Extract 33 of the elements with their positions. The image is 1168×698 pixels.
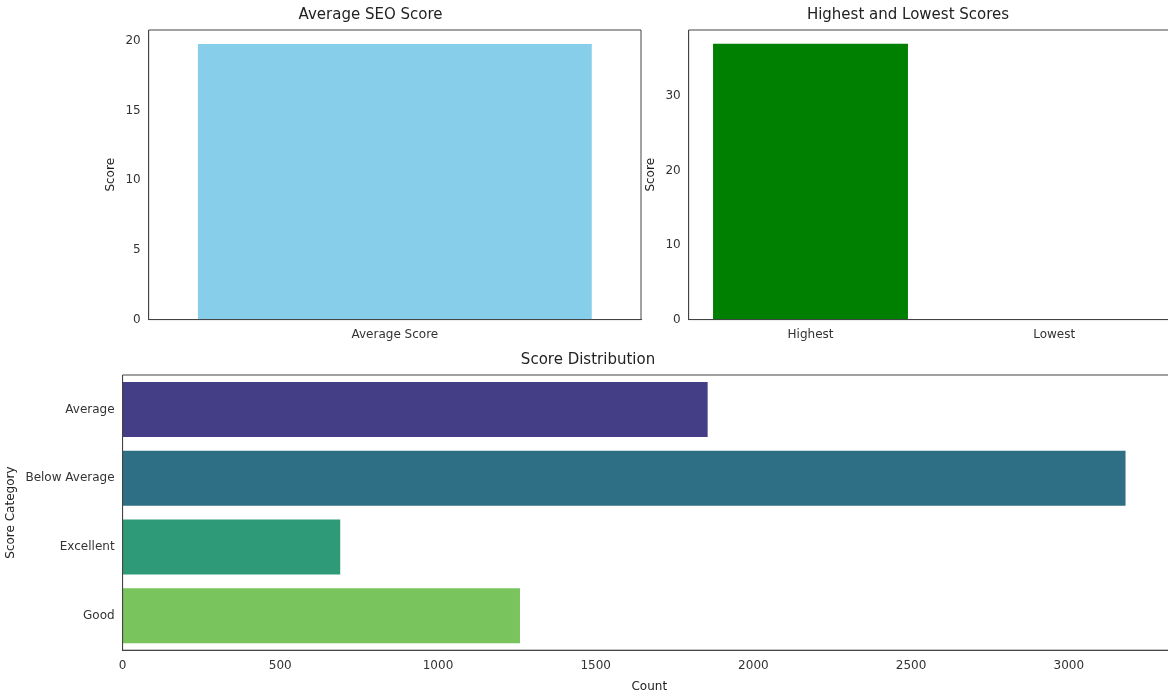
x-axis-title: Count [631, 678, 668, 693]
y-tick-label: Average [65, 401, 115, 416]
x-tick-label: 1500 [580, 657, 611, 672]
y-tick-label: 20 [665, 162, 681, 177]
chart-title: Score Distribution [520, 349, 656, 368]
y-tick-label: 20 [125, 33, 141, 48]
bar [122, 450, 1126, 506]
x-tick-label: Average Score [351, 326, 439, 341]
y-tick-label: Below Average [25, 470, 115, 485]
chart-title: Highest and Lowest Scores [806, 4, 1010, 23]
y-tick-label: 30 [665, 88, 681, 103]
y-tick-label: 10 [125, 172, 141, 187]
x-tick-label: 1000 [422, 657, 454, 672]
bar [122, 519, 341, 575]
y-tick-label: 5 [133, 242, 141, 257]
chart-title: Average SEO Score [298, 4, 443, 23]
bar [122, 381, 708, 437]
bar [122, 588, 520, 644]
y-tick-label: 10 [665, 237, 681, 252]
x-tick-label: 500 [268, 657, 292, 672]
y-tick-label: Good [82, 607, 115, 622]
x-tick-label: Highest [787, 326, 834, 341]
x-tick-label: 2000 [738, 657, 769, 672]
y-tick-label: Excellent [59, 539, 115, 554]
y-axis-title: Score [103, 158, 118, 192]
y-axis-title: Score [643, 158, 658, 192]
x-tick-label: Lowest [1033, 326, 1076, 341]
x-tick-label: 3000 [1053, 657, 1085, 672]
y-tick-label: 15 [125, 102, 141, 117]
y-tick-label: 0 [133, 311, 141, 326]
y-tick-label: 0 [673, 311, 681, 326]
y-axis-title: Score Category [3, 466, 18, 559]
x-tick-label: 2500 [895, 657, 927, 672]
